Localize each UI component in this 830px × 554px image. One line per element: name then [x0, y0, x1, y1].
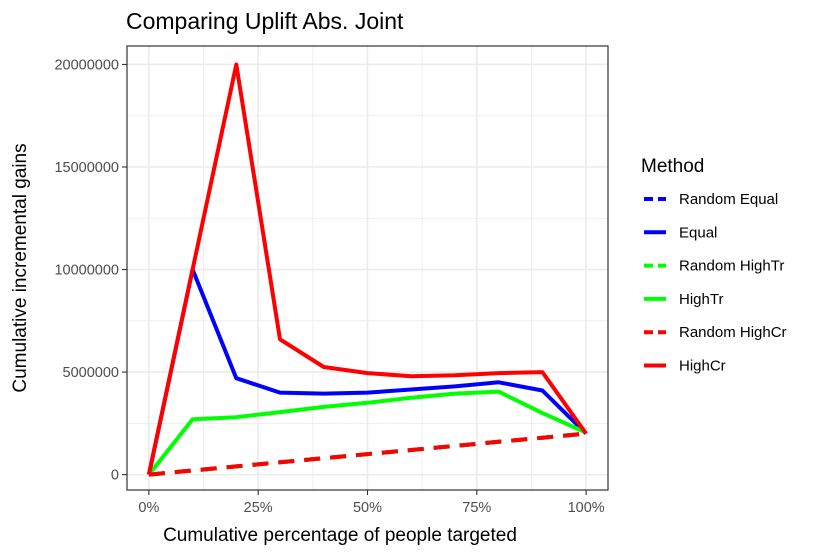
legend-label-hightr: HighTr [679, 291, 723, 308]
legend: Method Random Equal Equal Random HighTr Hig… [641, 156, 787, 375]
x-tick-label: 25% [244, 500, 273, 516]
x-axis-title: Cumulative percentage of people targeted [163, 525, 517, 546]
x-tick-label: 100% [568, 500, 605, 516]
y-tick-label: 15000000 [54, 160, 119, 176]
chart-title: Comparing Uplift Abs. Joint [126, 8, 404, 34]
series-line-random-highcr [148, 431, 587, 477]
x-tick-label: 0% [138, 500, 159, 516]
x-axis: 0% 25% 50% 75% 100% [138, 490, 605, 516]
y-axis: 0 5000000 10000000 15000000 20000000 [54, 57, 127, 484]
y-axis-title: Cumulative incremental gains [10, 143, 31, 392]
legend-label-random-hightr: Random HighTr [679, 258, 784, 275]
x-tick-label: 75% [462, 500, 491, 516]
legend-title: Method [641, 156, 704, 177]
series-line-highcr [146, 62, 588, 476]
series-line-hightr [147, 389, 587, 476]
series-layer [146, 62, 588, 477]
x-tick-label: 50% [353, 500, 382, 516]
legend-items: Random Equal Equal Random HighTr HighTr Rand… [644, 191, 787, 375]
y-tick-label: 5000000 [63, 365, 119, 381]
y-tick-label: 10000000 [54, 263, 119, 279]
series-line-equal [146, 267, 588, 476]
plot-area [126, 45, 609, 491]
legend-label-highcr: HighCr [679, 358, 726, 375]
y-tick-label: 0 [111, 468, 119, 484]
legend-label-random-highcr: Random HighCr [679, 324, 787, 341]
legend-label-random-equal: Random Equal [679, 191, 778, 208]
y-tick-label: 20000000 [54, 57, 119, 73]
legend-label-equal: Equal [679, 224, 717, 241]
